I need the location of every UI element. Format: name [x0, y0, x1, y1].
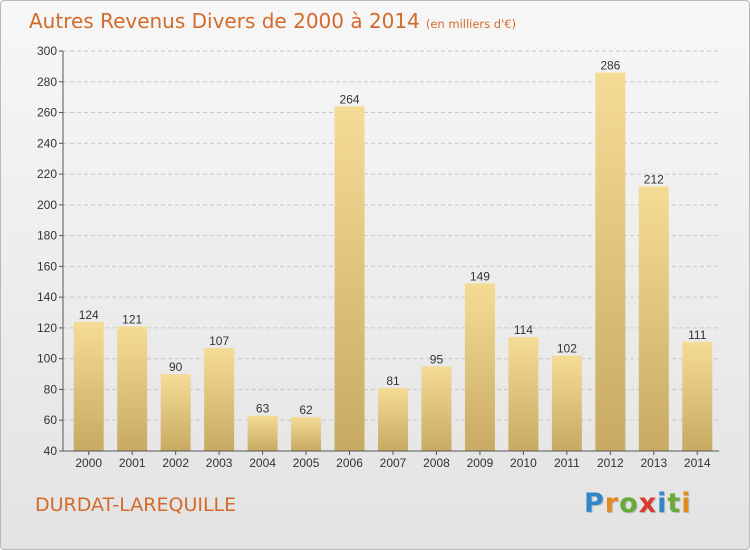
bar-value-label: 95 [430, 352, 444, 366]
logo-letter: r [604, 488, 620, 519]
y-tick-label: 80 [44, 382, 58, 396]
y-tick-label: 280 [37, 75, 57, 89]
bar [551, 355, 582, 451]
proxiti-logo[interactable]: Proxiti [584, 488, 692, 519]
bar [334, 106, 365, 451]
x-tick-label: 2014 [684, 456, 711, 470]
x-tick-label: 2005 [293, 456, 320, 470]
x-tick-label: 2013 [640, 456, 667, 470]
x-tick-label: 2001 [119, 456, 146, 470]
y-tick-label: 240 [37, 136, 57, 150]
bar-value-label: 81 [386, 374, 400, 388]
logo-letter: t [667, 488, 682, 519]
bar-value-label: 63 [256, 402, 270, 416]
y-tick-label: 300 [37, 44, 57, 58]
labels: 40 60 80 100 120 140 160 180 200 220 240 260 280 300 1… [37, 44, 711, 470]
x-tick-label: 2007 [380, 456, 407, 470]
y-tick-label: 60 [44, 413, 58, 427]
y-tick-label: 120 [37, 321, 57, 335]
bar-value-label: 124 [79, 308, 99, 322]
x-tick-label: 2003 [206, 456, 233, 470]
bar [73, 321, 104, 451]
chart-title-unit: (en milliers d'€) [425, 17, 517, 31]
x-tick-label: 2004 [249, 456, 276, 470]
bar-value-label: 62 [299, 403, 313, 417]
bar-value-label: 111 [688, 328, 707, 342]
x-tick-label: 2011 [554, 456, 580, 470]
bar-value-label: 212 [644, 172, 664, 186]
bar-value-label: 114 [514, 323, 533, 337]
x-tick-label: 2006 [336, 456, 363, 470]
y-tick-label: 160 [37, 259, 57, 273]
x-tick-label: 2008 [423, 456, 450, 470]
y-tick-label: 260 [37, 106, 57, 120]
axes [59, 50, 719, 455]
bar [117, 326, 148, 451]
bar-value-label: 264 [340, 92, 360, 106]
logo-letter: i [681, 488, 692, 519]
logo-letter: i [657, 488, 668, 519]
logo-letter: x [638, 488, 658, 519]
bar-value-label: 121 [122, 312, 142, 326]
bar [378, 387, 408, 451]
bar [247, 415, 278, 451]
bar-value-label: 107 [209, 334, 229, 348]
bar [682, 341, 713, 451]
bar [508, 337, 539, 451]
bar-value-label: 149 [470, 269, 490, 283]
chart-title: Autres Revenus Divers de 2000 à 2014 (en … [29, 9, 516, 33]
bar [204, 347, 235, 451]
bar [638, 186, 669, 451]
bar [595, 72, 626, 452]
bars [73, 72, 713, 452]
x-tick-label: 2010 [510, 456, 537, 470]
bar [464, 283, 495, 451]
x-tick-label: 2009 [467, 456, 494, 470]
x-tick-label: 2012 [597, 456, 624, 470]
y-tick-label: 100 [37, 352, 57, 366]
bar [421, 366, 452, 451]
logo-letter: P [584, 488, 605, 519]
bar [291, 417, 322, 451]
y-tick-label: 180 [37, 229, 57, 243]
bar [160, 374, 191, 451]
y-tick-label: 140 [37, 290, 57, 304]
x-tick-label: 2000 [75, 456, 102, 470]
y-tick-label: 200 [37, 198, 57, 212]
logo-letter: o [619, 488, 639, 519]
y-tick-label: 220 [37, 167, 57, 181]
chart-title-main: Autres Revenus Divers de 2000 à 2014 [29, 9, 420, 33]
bar-value-label: 286 [600, 59, 620, 73]
bar-value-label: 102 [557, 342, 577, 356]
y-tick-label: 40 [44, 444, 58, 458]
commune-name: DURDAT-LAREQUILLE [35, 494, 237, 516]
bar-value-label: 90 [169, 360, 183, 374]
x-tick-label: 2002 [162, 456, 189, 470]
